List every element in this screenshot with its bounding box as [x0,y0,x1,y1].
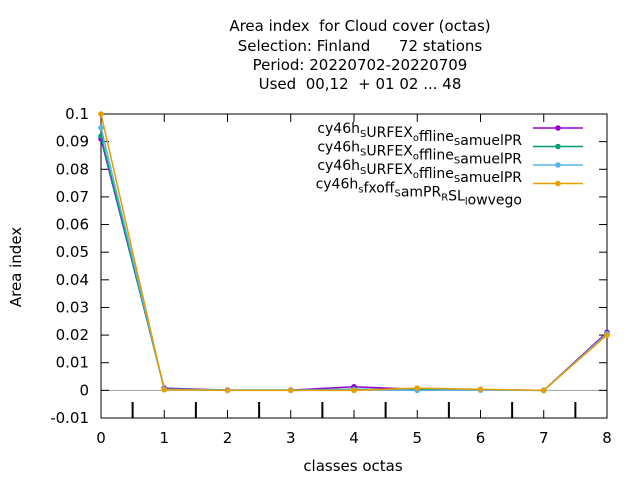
y-tick-label: 0.1 [65,105,89,123]
x-axis-label: classes octas [303,457,403,475]
data-point [98,125,104,131]
legend-swatch-point [555,125,561,131]
data-point [604,332,610,338]
x-tick-label: 8 [602,429,612,447]
legend-entry-4: cy46hsfxoffSamPRRSLlowvego [316,177,583,209]
legend-entry-2: cy46hSURFEXofflineSamuelPR [317,140,583,168]
x-tick-label: 7 [539,429,549,447]
legend-entry-3: cy46hSURFEXofflineSamuelPR [317,158,583,186]
data-point [98,111,104,117]
data-point [287,387,294,394]
chart-title-line-3: Period: 20220702-20220709 [252,56,468,74]
y-tick-label: -0.01 [50,409,89,427]
legend-swatch-point [555,143,561,150]
y-tick-label: 0.05 [56,243,89,261]
data-point [414,385,421,391]
series-line [100,135,608,392]
y-tick-label: 0.09 [56,133,89,151]
legend-label: cy46hsfxoffSamPRRSLlowvego [316,177,522,209]
x-tick-label: 5 [412,429,422,447]
data-point [351,387,357,394]
data-point [224,387,231,394]
x-tick-label: 6 [476,429,486,447]
legend-label: cy46hSURFEXofflineSamuelPR [317,140,522,168]
x-tick-label: 3 [286,429,296,447]
y-tick-label: 0.07 [56,188,89,206]
chart-title-line-2: Selection: Finland 72 stations [237,37,483,55]
chart-title-line-1: Area index for Cloud cover (octas) [229,17,491,35]
x-tick-label: 1 [159,429,169,447]
x-tick-label: 2 [223,429,233,447]
data-point [540,387,547,394]
y-tick-label: 0.02 [56,326,89,344]
series-layer [98,111,610,394]
data-point [477,386,484,393]
x-tick-label: 4 [349,429,359,447]
legend-label: cy46hSURFEXofflineSamuelPR [317,158,522,186]
legend-swatch-point [555,180,561,187]
series-4 [98,111,610,394]
data-point [161,387,168,393]
legend: cy46hSURFEXofflineSamuelPRcy46hSURFEXoff… [316,121,583,209]
y-axis-label: Area index [7,227,25,307]
y-tick-label: 0.01 [56,354,89,372]
y-tick-label: 0.03 [56,298,89,316]
plot-axes: -0.01 0 0.01 0.02 0.03 0.04 0.05 0.06 0.07 0.08 0.… [50,105,612,447]
y-tick-label: 0 [79,381,89,399]
legend-entry-1: cy46hSURFEXofflineSamuelPR [317,121,583,149]
legend-label: cy46hSURFEXofflineSamuelPR [317,121,522,149]
y-tick-label: 0.08 [56,160,89,178]
legend-swatch-point [555,162,561,168]
x-tick-label: 0 [96,429,106,447]
y-tick-label: 0.06 [56,216,89,234]
y-tick-label: 0.04 [56,271,89,289]
series-1 [98,136,610,394]
chart-title-line-4: Used 00,12 + 01 02 ... 48 [258,75,462,93]
